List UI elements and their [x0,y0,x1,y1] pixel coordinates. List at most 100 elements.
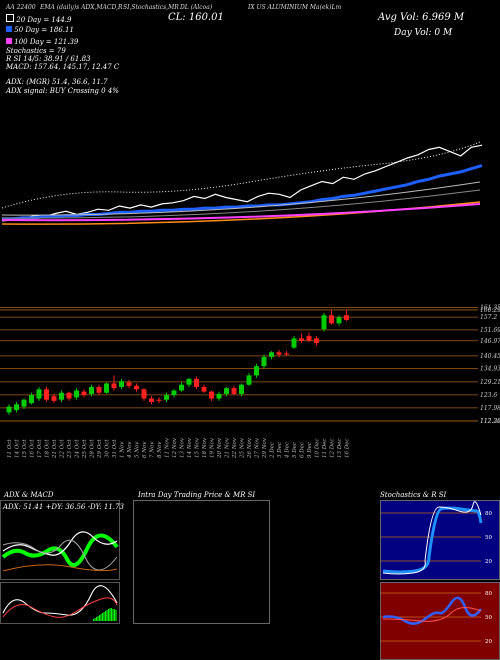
x-date-label: 12 Nov [172,437,178,458]
macd-histogram-bar [97,616,99,621]
price-level-label: 151.69 [480,327,500,334]
legend-ema100: 100 Day = 121.39 [6,38,78,46]
x-date-label: 4 Nov [127,441,133,459]
macd-histogram-bar [106,610,108,621]
x-date-label: 13 Dec [337,439,343,459]
candle-body [119,381,124,387]
candle-body [216,393,222,399]
header-indicators: EMA (daily)s ADX,MACD,R [40,4,123,11]
x-date-label: 22 Nov [232,437,238,459]
ema-series-100 [1,181,481,216]
candle-body [36,389,42,399]
legend-macd: MACD: 157.64, 145.17, 12.47 C [6,63,120,71]
macd-histogram-bar [105,611,107,621]
legend-ema50: 50 Day = 186.11 [6,26,74,34]
stoch-level-label: 20 [485,559,492,565]
ema-series-grey [1,189,481,219]
adx-lines [1,531,119,572]
price-level-label: 140.45 [480,353,500,360]
candle-body [156,399,162,401]
price-level-label: 112.29 [480,418,500,425]
candle-body [179,384,184,391]
x-date-label: 25 Nov [240,437,246,459]
adx-panel: ADX: 51.41 +DY: 36.56 -DY: 11.73 [0,500,124,580]
header-stoch: SI,Stochastics,MR [123,4,179,11]
x-date-label: 5 Dec [292,442,298,458]
candle-body [126,382,132,386]
macd-histogram-bar [111,608,113,621]
candle-body [276,352,282,355]
price-level-label: 157.2 [480,314,497,321]
x-date-label: 2 Dec [270,442,276,459]
price-level-label: 134.93 [480,366,500,373]
header-chart-of: IX US ALUMINIUM Ma(ek)Lm [248,4,342,11]
stoch-level-label: 80 [485,511,492,517]
x-date-label: 13 Nov [180,437,186,458]
x-date-label: 20 Nov [217,437,223,459]
legend-adx: ADX: (MGR) 51.4, 36.6, 11.7 [6,78,108,86]
candle-body [194,378,199,387]
header-symbol-tag: DL (Alcoa) [180,4,213,11]
candle-body [269,352,274,357]
stoch-lines: 80 50 20 [381,501,492,575]
candle-body [254,366,259,376]
macd-histogram-bar [114,609,116,621]
x-date-label: 16 Dec [345,439,351,459]
macd-histogram-bar [96,617,98,621]
macd-histogram-bar [109,608,111,621]
x-date-label: 18 Nov [202,437,208,458]
price-level-label: 129.21 [480,379,500,386]
mrsi-line [382,607,482,622]
adx-line [2,531,118,556]
x-date-label: 29 Nov [262,437,268,459]
candle-body [96,386,102,393]
x-date-label: 1 Nov [120,441,126,458]
legend-ema20: 20 Day = 144.9 [6,14,71,24]
adx-plus-di-line [1,533,119,568]
candle-body [74,390,79,398]
candle-body [44,389,49,400]
candle-body [231,388,237,394]
macd-histogram-bar [108,609,110,621]
x-date-label: 15 Oct [22,439,28,458]
x-date-label: 25 Oct [82,439,88,459]
candle-body [336,317,342,324]
ema-dotted-line [1,141,481,209]
ema-series-magenta [1,203,481,222]
candle-body [6,406,12,413]
rsi-panel: 80 50 20 [380,582,500,660]
x-date-label: 19 Nov [210,437,216,458]
adx-minus-di-line [2,539,118,571]
candle-body [149,398,154,403]
x-date-label: 11 Oct [7,439,13,458]
price-level-label: 160.29 [480,307,500,314]
macd-histogram-bar [100,614,102,621]
x-date-label: 18 Oct [45,439,51,458]
candle-body [261,356,267,367]
x-date-label: 26 Nov [247,437,253,459]
candle-body [111,383,117,389]
x-date-label: 3 Dec [277,442,283,458]
x-date-label: 11 Nov [165,437,171,458]
candle-body [81,391,87,396]
x-date-label: 4 Dec [285,442,291,459]
x-date-label: 28 Oct [90,439,96,459]
macd-histogram-bar [112,609,114,621]
x-date-label: 14 Nov [187,437,193,458]
x-date-label: 23 Oct [67,439,73,459]
candle-body [66,392,72,399]
rsi-level-label: 20 [485,639,492,645]
candle-body [21,399,27,407]
x-date-label: 27 Nov [255,437,261,459]
price-level-label: 117.98 [480,405,500,412]
price-level-label: 146.97 [480,338,500,345]
x-date-label: 17 Oct [37,439,43,458]
candle-body [171,390,177,396]
x-date-label: 14 Oct [15,439,21,458]
macd-signal-line [2,597,118,618]
panel-title-adx-macd: ADX & MACD [4,491,54,499]
price-level-label: 112.36 [480,418,500,425]
x-date-label: 29 Oct [97,439,103,459]
stoch-panel: 80 50 20 [380,500,500,580]
